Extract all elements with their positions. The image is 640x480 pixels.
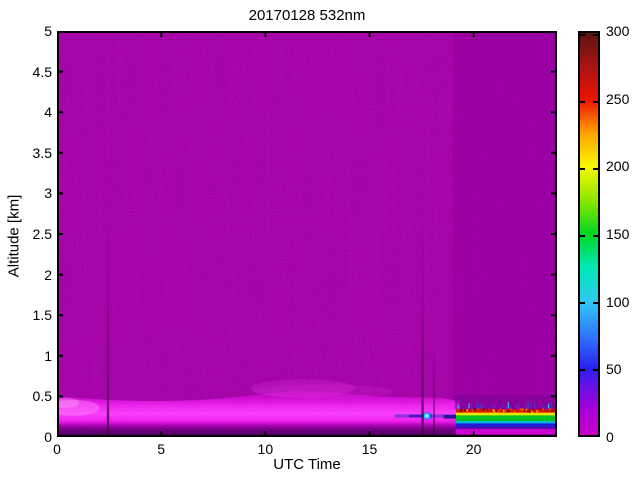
y-tick-label: 3 (44, 185, 52, 202)
colorbar-tick-label: 250 (606, 90, 630, 107)
colorbar-tick-mark (580, 235, 585, 237)
heatmap-image (57, 31, 557, 437)
colorbar-tick-label: 200 (606, 158, 630, 175)
colorbar (578, 31, 600, 437)
y-tick-label: 0.5 (32, 388, 52, 405)
x-axis-label: UTC Time (273, 456, 341, 473)
y-tick-label: 2.5 (32, 226, 52, 242)
x-tick-label: 10 (257, 441, 274, 457)
y-tick-label: 0 (44, 429, 52, 445)
colorbar-tick-mark (580, 302, 585, 304)
colorbar-tick-mark (580, 101, 585, 103)
colorbar-tick-mark (593, 369, 598, 371)
chart-title: 20170128 532nm (248, 7, 366, 24)
y-tick-label: 1.5 (32, 307, 52, 324)
colorbar-tick-label: 50 (606, 361, 622, 378)
colorbar-tick-mark (593, 168, 598, 170)
colorbar-tick-mark (593, 436, 598, 437)
y-tick-label: 3.5 (32, 144, 52, 161)
y-tick-label: 2 (44, 266, 52, 283)
colorbar-tick-mark (580, 436, 585, 437)
colorbar-tick-mark (593, 101, 598, 103)
colorbar-tick-mark (593, 235, 598, 237)
x-tick-label: 0 (53, 441, 61, 457)
colorbar-tick-mark (580, 168, 585, 170)
y-tick-label: 4 (44, 104, 52, 121)
x-tick-label: 15 (361, 441, 378, 457)
colorbar-tick-mark (593, 34, 598, 36)
y-tick-label: 5 (44, 23, 52, 39)
y-tick-label: 4.5 (32, 63, 52, 80)
colorbar-tick-mark (593, 302, 598, 304)
y-tick-label: 1 (44, 347, 52, 364)
colorbar-tick-label: 150 (606, 226, 630, 242)
x-tick-label: 20 (465, 441, 482, 457)
colorbar-tick-mark (580, 369, 585, 371)
x-tick-label: 5 (157, 441, 166, 457)
colorbar-tick-mark (580, 34, 585, 36)
colorbar-tick-label: 300 (606, 23, 630, 39)
colorbar-tick-label: 0 (606, 429, 614, 445)
plot-area (57, 31, 557, 437)
colorbar-tick-label: 100 (606, 293, 630, 310)
